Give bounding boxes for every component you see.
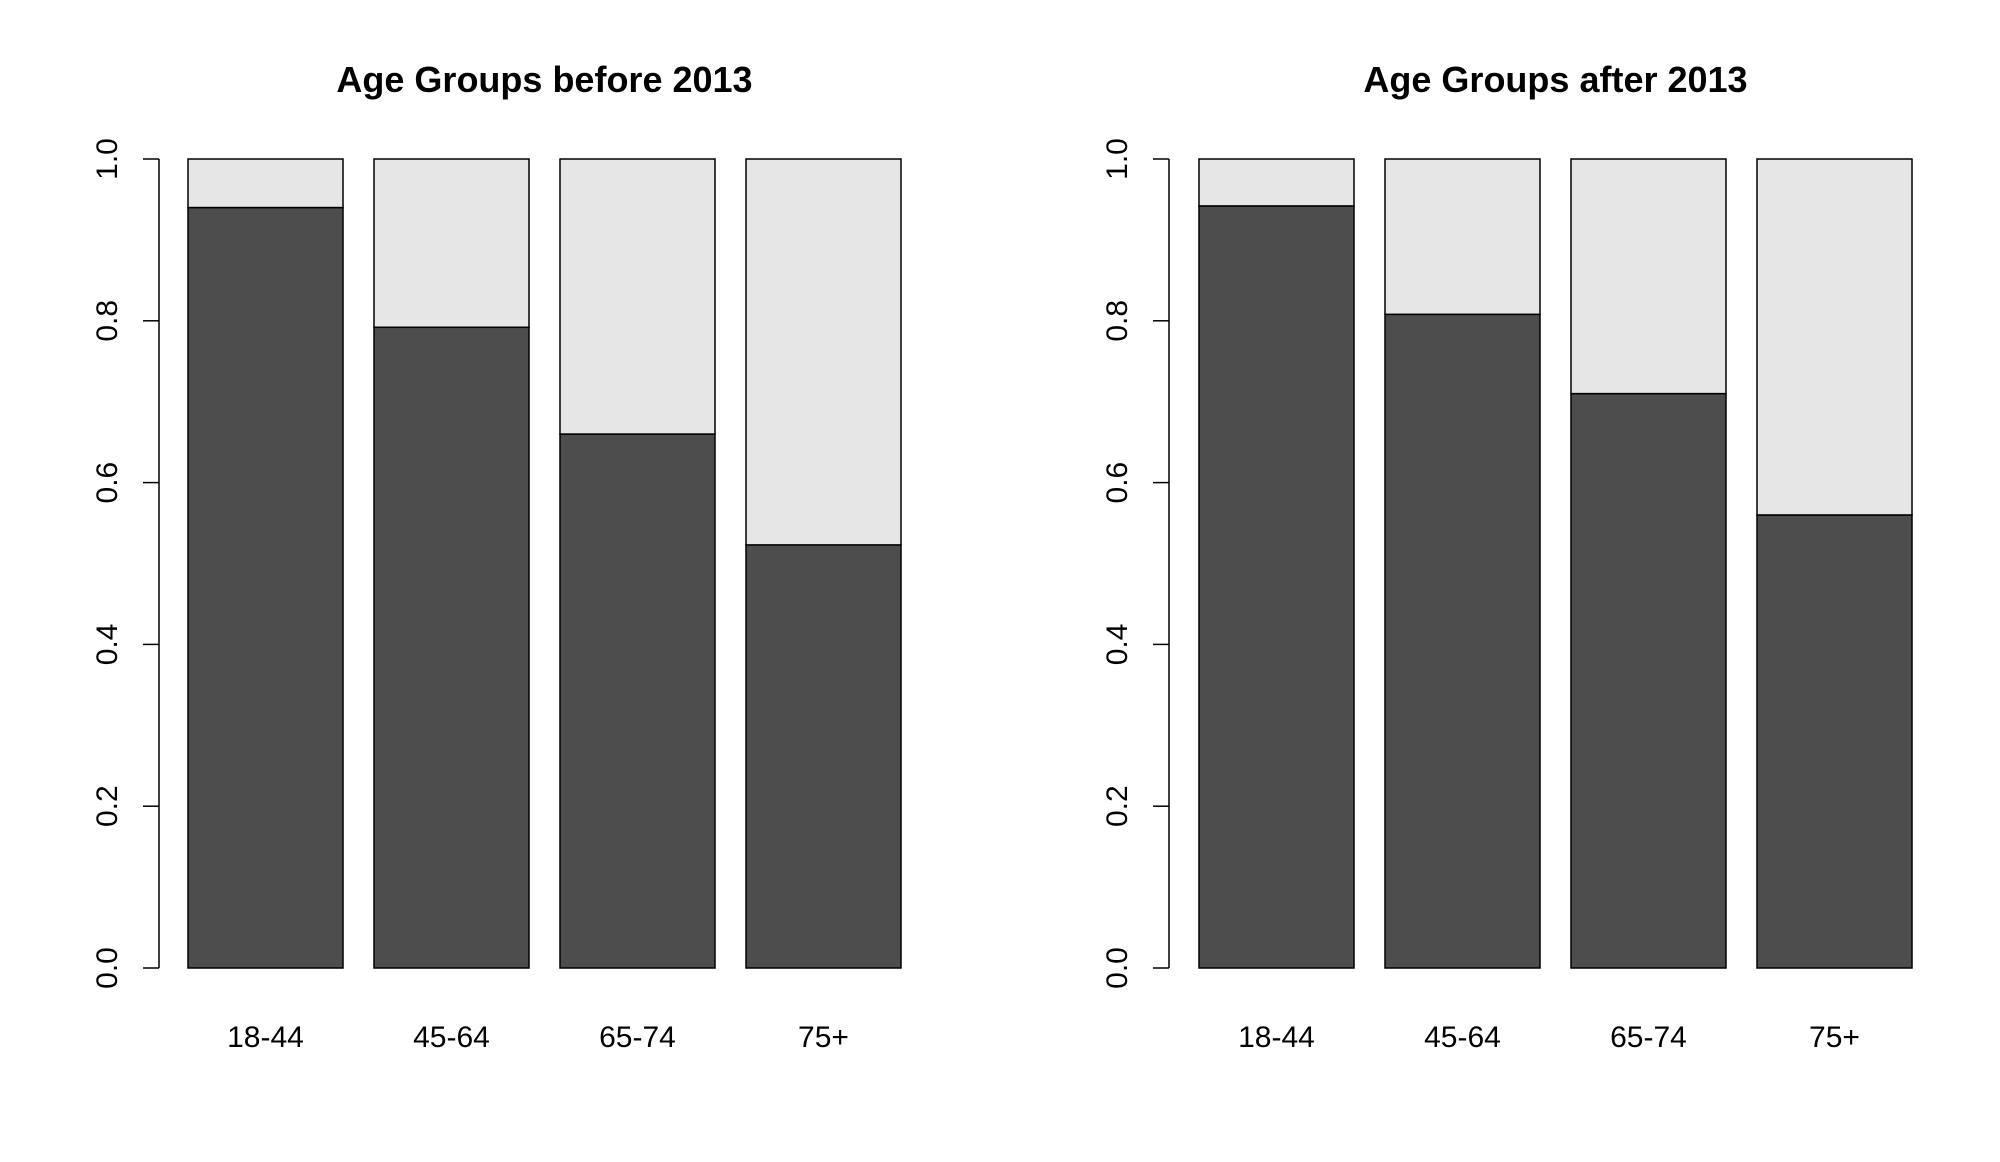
- y-tick-label: 1.0: [1101, 138, 1134, 180]
- bar-65-74-segment-1: [559, 158, 716, 435]
- x-tick-label: 18-44: [1238, 1021, 1315, 1054]
- y-tick-label: 0.0: [91, 947, 124, 989]
- bar-18-44-segment-0: [1198, 205, 1355, 969]
- y-tick-label: 0.4: [91, 624, 124, 666]
- bar-65-74-segment-0: [1570, 392, 1727, 969]
- bar-75plus-segment-1: [1756, 158, 1913, 516]
- y-tick-label: 0.8: [1101, 300, 1134, 342]
- y-tick-label: 0.0: [1101, 947, 1134, 989]
- y-tick-label: 1.0: [91, 138, 124, 180]
- chart-panel-after-2013: Age Groups after 2013 18-44 45-64 65-74 75+…: [1101, 59, 1913, 1054]
- bar-65-74-segment-0: [559, 433, 716, 969]
- y-tick-label: 0.8: [91, 300, 124, 342]
- y-tick-label: 0.2: [1101, 785, 1134, 827]
- chart-title: Age Groups after 2013: [1363, 59, 1747, 100]
- bar-45-64-segment-0: [1384, 313, 1541, 969]
- y-tick-label: 0.6: [91, 462, 124, 504]
- bar-75plus-segment-0: [745, 544, 902, 969]
- chart-title: Age Groups before 2013: [336, 59, 752, 100]
- y-tick-label: 0.4: [1101, 624, 1134, 666]
- y-tick-label: 0.6: [1101, 462, 1134, 504]
- x-tick-label: 75+: [798, 1021, 849, 1054]
- bar-18-44-segment-0: [187, 206, 344, 969]
- x-tick-label: 45-64: [1424, 1021, 1501, 1054]
- bar-45-64-segment-1: [373, 158, 530, 329]
- x-tick-label: 65-74: [1610, 1021, 1687, 1054]
- x-tick-label: 45-64: [413, 1021, 490, 1054]
- bar-18-44-segment-1: [1198, 158, 1355, 207]
- x-tick-label: 18-44: [227, 1021, 304, 1054]
- y-tick-label: 0.2: [91, 785, 124, 827]
- x-tick-label: 65-74: [599, 1021, 676, 1054]
- chart-panel-before-2013: Age Groups before 2013 18-44 45-64 65-74 75…: [91, 59, 902, 1054]
- bar-45-64-segment-1: [1384, 158, 1541, 316]
- bar-45-64-segment-0: [373, 326, 530, 969]
- bar-75plus-segment-0: [1756, 514, 1913, 969]
- bar-75plus-segment-1: [745, 158, 902, 546]
- bar-65-74-segment-1: [1570, 158, 1727, 395]
- bar-18-44-segment-1: [187, 158, 344, 209]
- x-tick-label: 75+: [1809, 1021, 1860, 1054]
